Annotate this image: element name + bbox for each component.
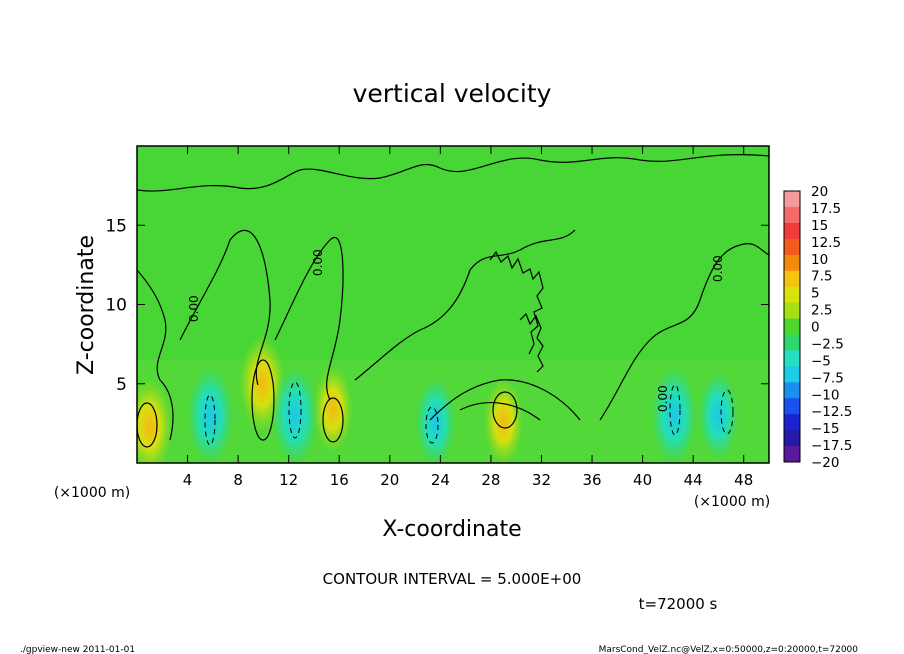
colorbar-swatch <box>784 206 800 224</box>
contour-label: 0.00 <box>711 255 725 282</box>
contour-label: 0.00 <box>187 295 201 322</box>
x-tick-label: 24 <box>431 471 450 489</box>
contour-interval: CONTOUR INTERVAL = 5.000E+00 <box>323 570 582 588</box>
zero-contours <box>137 154 769 448</box>
colorbar-swatch <box>784 270 800 288</box>
contour-labels: 0.00 0.00 0.00 0.00 <box>187 249 725 412</box>
y-tick-label: 10 <box>105 296 127 316</box>
x-tick-label: 44 <box>684 471 703 489</box>
colorbar-swatch <box>784 302 800 320</box>
colorbar-label: 20 <box>811 184 828 200</box>
x-tick-label: 36 <box>582 471 601 489</box>
x-tick-label: 28 <box>481 471 500 489</box>
colorbar-label: −10 <box>811 387 840 403</box>
updraft-core <box>483 377 524 463</box>
plot-area: 0.00 0.00 0.00 0.00 <box>137 146 769 463</box>
x-unit-right: (×1000 m) <box>694 494 770 510</box>
colorbar-label: −2.5 <box>811 336 844 352</box>
y-axis-label: Z-coordinate <box>74 235 99 375</box>
downdraft-core <box>272 366 318 463</box>
colorbar-label: 10 <box>811 252 828 268</box>
colorbar-label: −12.5 <box>811 404 852 420</box>
colorbar-swatch <box>784 286 800 304</box>
chart-title: vertical velocity <box>353 79 552 108</box>
colorbar-label: 12.5 <box>811 235 841 251</box>
negative-contours <box>204 381 734 446</box>
x-tick-label: 4 <box>183 471 193 489</box>
x-tick-label: 8 <box>233 471 243 489</box>
colorbar-swatch <box>784 254 800 272</box>
x-tick-label: 40 <box>633 471 652 489</box>
colorbar-swatch <box>784 238 800 256</box>
colorbar-swatch <box>784 334 800 351</box>
colorbar-swatch <box>784 430 800 447</box>
contour-label: 0.00 <box>656 385 670 412</box>
colorbar-label: −17.5 <box>811 438 852 454</box>
colorbar-swatch <box>784 350 800 367</box>
downdraft-core <box>187 366 234 463</box>
colorbar-frame <box>783 190 801 463</box>
updraft-core <box>312 365 353 454</box>
colorbar-label: 17.5 <box>811 201 841 217</box>
colorbar-swatch <box>784 446 800 463</box>
x-tick-label: 48 <box>734 471 753 489</box>
colorbar-label: 7.5 <box>811 269 832 285</box>
downdraft-core <box>698 371 739 460</box>
colorbar-swatch <box>784 382 800 399</box>
y-axis: 5 10 15 <box>105 216 769 395</box>
colorbar-swatch <box>784 366 800 383</box>
colorbar-swatch <box>784 318 800 335</box>
footer-right: MarsCond_VelZ.nc@VelZ,x=0:50000,z=0:2000… <box>599 645 859 654</box>
x-axis: 4 8 12 16 20 24 28 32 36 40 44 48 <box>183 146 753 489</box>
field-features <box>137 334 739 463</box>
colorbar: 2017.51512.5107.552.50−2.5−5−7.5−10−12.5… <box>783 184 852 471</box>
time-label: t=72000 s <box>639 595 718 613</box>
colorbar-label: 15 <box>811 218 828 234</box>
contour-label: 0.00 <box>311 249 325 276</box>
x-tick-label: 12 <box>279 471 298 489</box>
colorbar-swatch <box>784 414 800 431</box>
downdraft-core <box>415 377 456 463</box>
x-axis-label: X-coordinate <box>382 517 521 542</box>
colorbar-label: 0 <box>811 320 820 336</box>
y-tick-label: 5 <box>116 375 127 395</box>
colorbar-label: 5 <box>811 286 820 302</box>
x-unit-left: (×1000 m) <box>54 485 130 501</box>
updraft-core <box>137 377 173 463</box>
colorbar-label: −20 <box>811 455 840 471</box>
downdraft-core <box>651 366 698 463</box>
y-tick-label: 15 <box>105 216 127 236</box>
x-tick-label: 32 <box>532 471 551 489</box>
colorbar-swatch <box>784 222 800 240</box>
colorbar-swatch <box>784 191 800 208</box>
x-tick-label: 20 <box>380 471 399 489</box>
footer-left: ./gpview-new 2011-01-01 <box>20 645 135 654</box>
colorbar-label: −7.5 <box>811 370 844 386</box>
colorbar-label: −15 <box>811 421 840 437</box>
x-tick-label: 16 <box>330 471 349 489</box>
colorbar-label: −5 <box>811 353 831 369</box>
colorbar-swatch <box>784 398 800 415</box>
colorbar-label: 2.5 <box>811 303 832 319</box>
